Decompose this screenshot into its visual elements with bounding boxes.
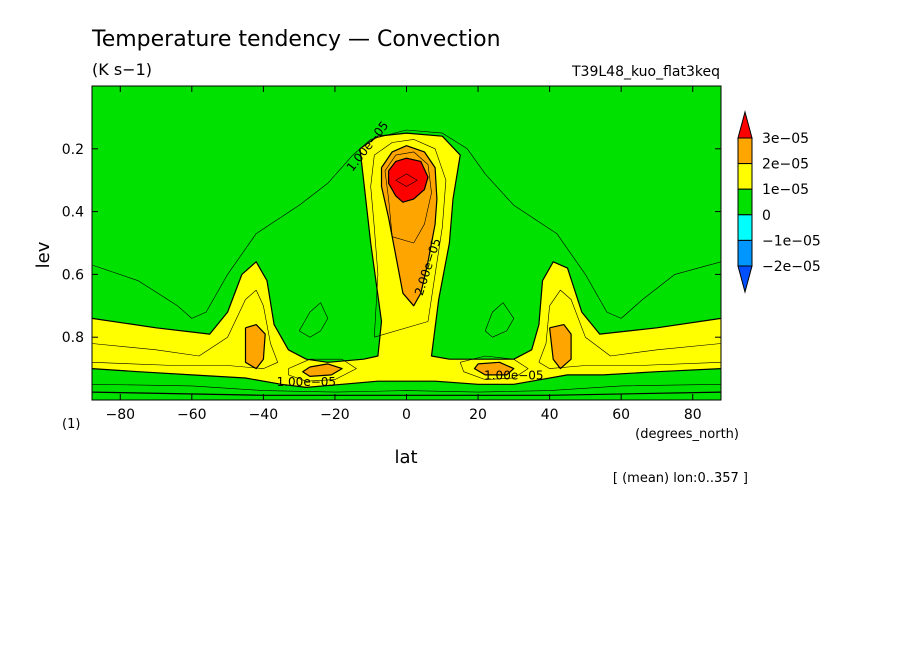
contour-line-0 [91,132,722,363]
y-tick-label-0: 0.2 [62,142,84,158]
contour-line-11 [395,173,418,187]
colorbar-box-1 [737,163,753,190]
averaging-footnote: [ (mean) lon:0..357 ] [613,471,748,486]
y-axis-units: (1) [62,417,80,432]
x-tick-label-6: 40 [541,407,559,423]
contour-line-14 [244,324,266,370]
contour-line-16 [302,363,343,377]
colorbar-max-triangle [737,110,753,139]
filled-region-3 [549,324,572,369]
contour-line-5 [91,289,279,369]
colorbar-box-4 [737,239,753,267]
contour-line-1 [91,368,722,388]
plot-area: 1.00e−052.00e−051.00e−05 1.00e−05 [91,85,722,401]
y-tick-label-1: 0.4 [62,205,84,221]
colorbar-label-0: 3e−05 [762,131,809,147]
contour-line-7 [370,139,447,338]
x-tick-label-2: −40 [249,407,279,423]
contour-line-19 [459,355,529,380]
colorbar-min-triangle [737,265,753,294]
experiment-label: T39L48_kuo_flat3keq [571,64,720,80]
filled-region-2 [245,324,266,369]
chart-title: Temperature tendency — Convection [91,27,501,52]
colorbar-label-3: 0 [762,208,771,224]
x-axis-units: (degrees_north) [635,427,739,442]
x-tick-label-3: −20 [320,407,350,423]
contour-line-13 [380,145,438,307]
contour-line-6 [538,289,722,369]
contour-line-18 [288,358,357,382]
colorbar-box-2 [737,188,753,216]
x-axis: −80 −60 −40 −20 0 20 40 60 80 [105,86,702,423]
filled-regions [92,86,721,400]
colorbar-box-0 [737,137,753,165]
contour-line-3 [298,302,329,338]
colorbar-box-3 [737,214,753,241]
colorbar-label-1: 2e−05 [762,157,809,173]
y-axis: 0.2 0.4 0.6 0.8 [62,142,721,346]
filled-region-5 [474,362,514,375]
x-tick-label-8: 80 [684,407,702,423]
x-tick-label-4: 0 [402,407,411,423]
contour-line-4 [484,302,515,338]
contour-label-2: 1.00e−05 [277,375,336,389]
x-tick-label-5: 20 [469,407,487,423]
contour-line-12 [388,157,429,203]
x-tick-label-0: −80 [105,407,135,423]
contour-label-3: 1.00e−05 [484,369,543,383]
contour-line-9 [91,384,722,393]
contour-line-8 [384,151,432,244]
contour-line-15 [549,324,572,370]
chart-units: (K s−1) [92,60,152,79]
contour-line-2 [91,129,722,319]
filled-region-6 [388,158,428,203]
x-axis-label: lat [394,447,417,468]
y-tick-label-2: 0.6 [62,267,84,283]
colorbar-label-2: 1e−05 [762,182,809,198]
colorbar-legend: 3e−05 2e−05 1e−05 0 −1e−05 −2e−05 [737,110,821,294]
y-axis-label: lev [33,241,54,268]
y-tick-label-3: 0.8 [62,330,84,346]
colorbar-label-5: −2e−05 [762,259,821,275]
x-tick-label-7: 60 [612,407,630,423]
contour-line-17 [473,361,515,376]
colorbar-label-4: −1e−05 [762,233,821,249]
x-tick-label-1: −60 [177,407,207,423]
